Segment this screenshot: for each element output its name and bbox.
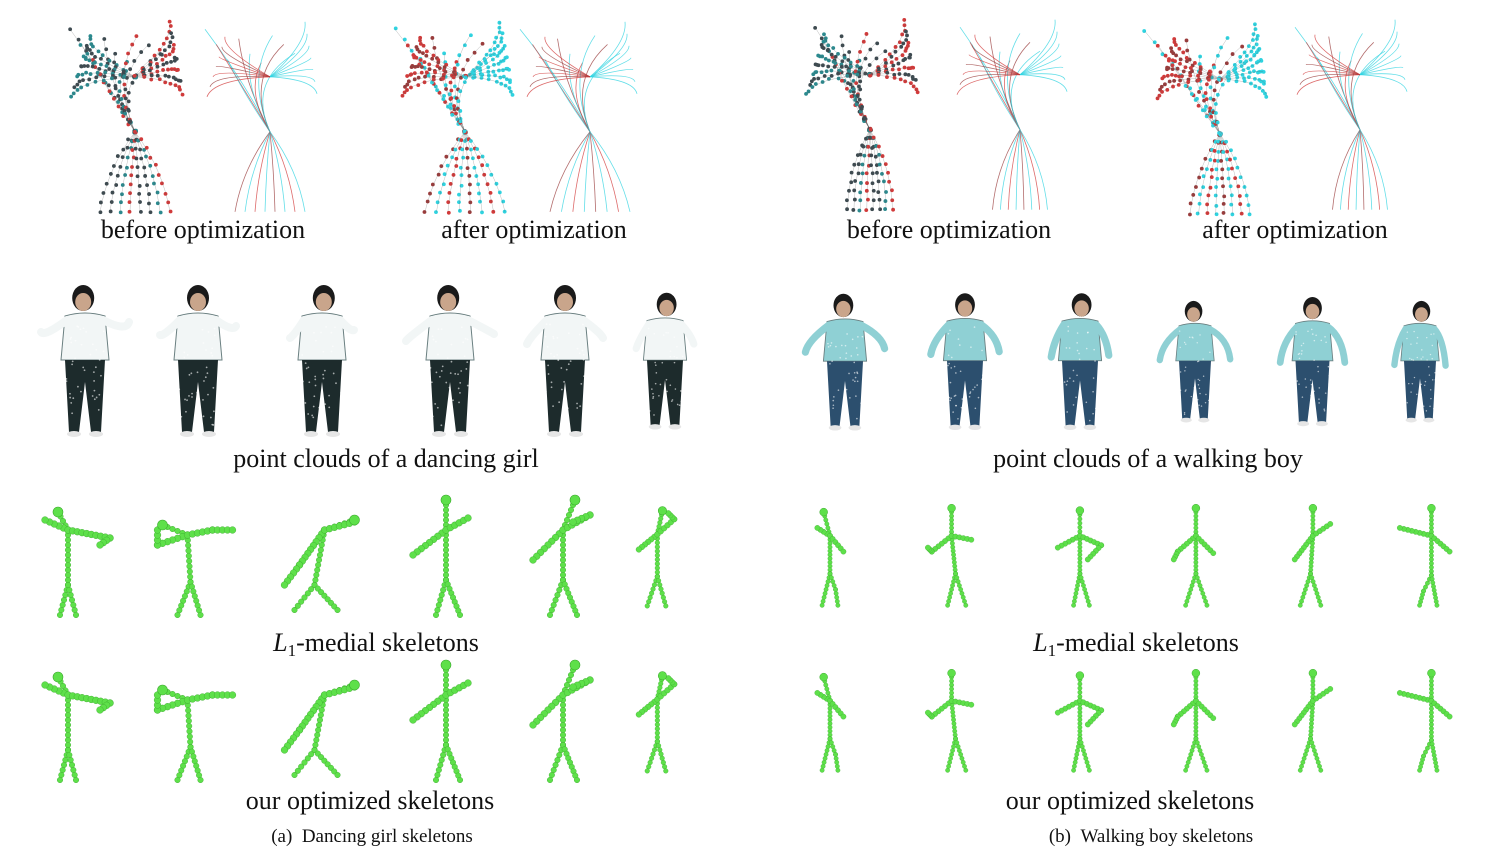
optimized-skeleton: [1291, 668, 1334, 773]
point-cloud-figure: [632, 292, 698, 430]
after-optimization-lines-a: [519, 21, 638, 212]
point-cloud-figure: [801, 293, 889, 431]
caption-b: (b) Walking boy skeletons: [1048, 826, 1254, 847]
point-cloud-figure: [37, 285, 133, 437]
optimized-skeletons-label: our optimized skeletons: [1005, 786, 1255, 815]
before-optimization-lines-b: [956, 19, 1068, 210]
panel-walking-boy: before optimization after optimization p…: [760, 0, 1500, 860]
medial-skeleton: [41, 506, 114, 618]
medial-skeleton: [1170, 503, 1217, 608]
optimized-skeleton: [925, 668, 975, 773]
after-optimization-label: after optimization: [1202, 215, 1388, 244]
optimized-skeleton: [635, 671, 678, 774]
optimized-skeleton: [814, 672, 847, 773]
optimized-skeletons-label: our optimized skeletons: [245, 786, 495, 815]
optimized-skeleton: [1170, 668, 1217, 773]
medial-skeleton: [925, 503, 975, 608]
after-optimization-label: after optimization: [441, 215, 627, 244]
before-optimization-lines-a: [204, 21, 318, 212]
point-cloud-figure: [1276, 297, 1349, 427]
medial-skeleton: [1397, 503, 1453, 608]
medial-skeleton: [409, 494, 472, 618]
point-cloud-figure: [286, 285, 358, 437]
medial-skeletons-label: L1-medial skeletons: [1033, 628, 1239, 660]
point-cloud-figure: [927, 293, 1003, 430]
medial-skeleton: [529, 494, 594, 618]
optimized-skeleton: [153, 684, 237, 783]
before-optimization-points-b: [804, 18, 920, 213]
optimized-skeleton: [1397, 668, 1453, 773]
point-clouds-label: point clouds of a dancing girl: [233, 444, 539, 473]
before-optimization-label: before optimization: [846, 215, 1052, 244]
before-optimization-label: before optimization: [100, 215, 306, 244]
medial-skeleton: [153, 519, 237, 618]
point-clouds-label: point clouds of a walking boy: [993, 444, 1303, 473]
medial-skeleton: [280, 514, 360, 613]
after-optimization-points-b: [1142, 22, 1269, 217]
point-cloud-figure: [1391, 300, 1449, 423]
point-cloud-figure: [1156, 300, 1234, 423]
caption-a: (a) Dancing girl skeletons: [271, 826, 473, 847]
optimized-skeleton: [409, 659, 472, 783]
after-optimization-lines-b: [1294, 19, 1408, 210]
before-optimization-points-a: [68, 19, 185, 215]
medial-skeleton: [635, 506, 678, 609]
after-optimization-points-a: [393, 20, 515, 215]
optimized-skeleton: [280, 679, 360, 778]
panel-dancing-girl: before optimization after optimization p…: [37, 19, 698, 847]
optimized-skeleton: [1054, 671, 1105, 773]
optimized-skeleton: [529, 659, 594, 783]
medial-skeleton: [1291, 503, 1334, 608]
point-cloud-figure: [523, 285, 607, 437]
medial-skeleton: [1054, 506, 1105, 608]
medial-skeletons-label: L1-medial skeletons: [273, 628, 479, 660]
optimized-skeleton: [41, 671, 114, 783]
point-cloud-figure: [402, 285, 498, 437]
point-cloud-figure: [1047, 293, 1113, 430]
point-cloud-figure: [156, 285, 240, 437]
medial-skeleton: [814, 507, 847, 608]
